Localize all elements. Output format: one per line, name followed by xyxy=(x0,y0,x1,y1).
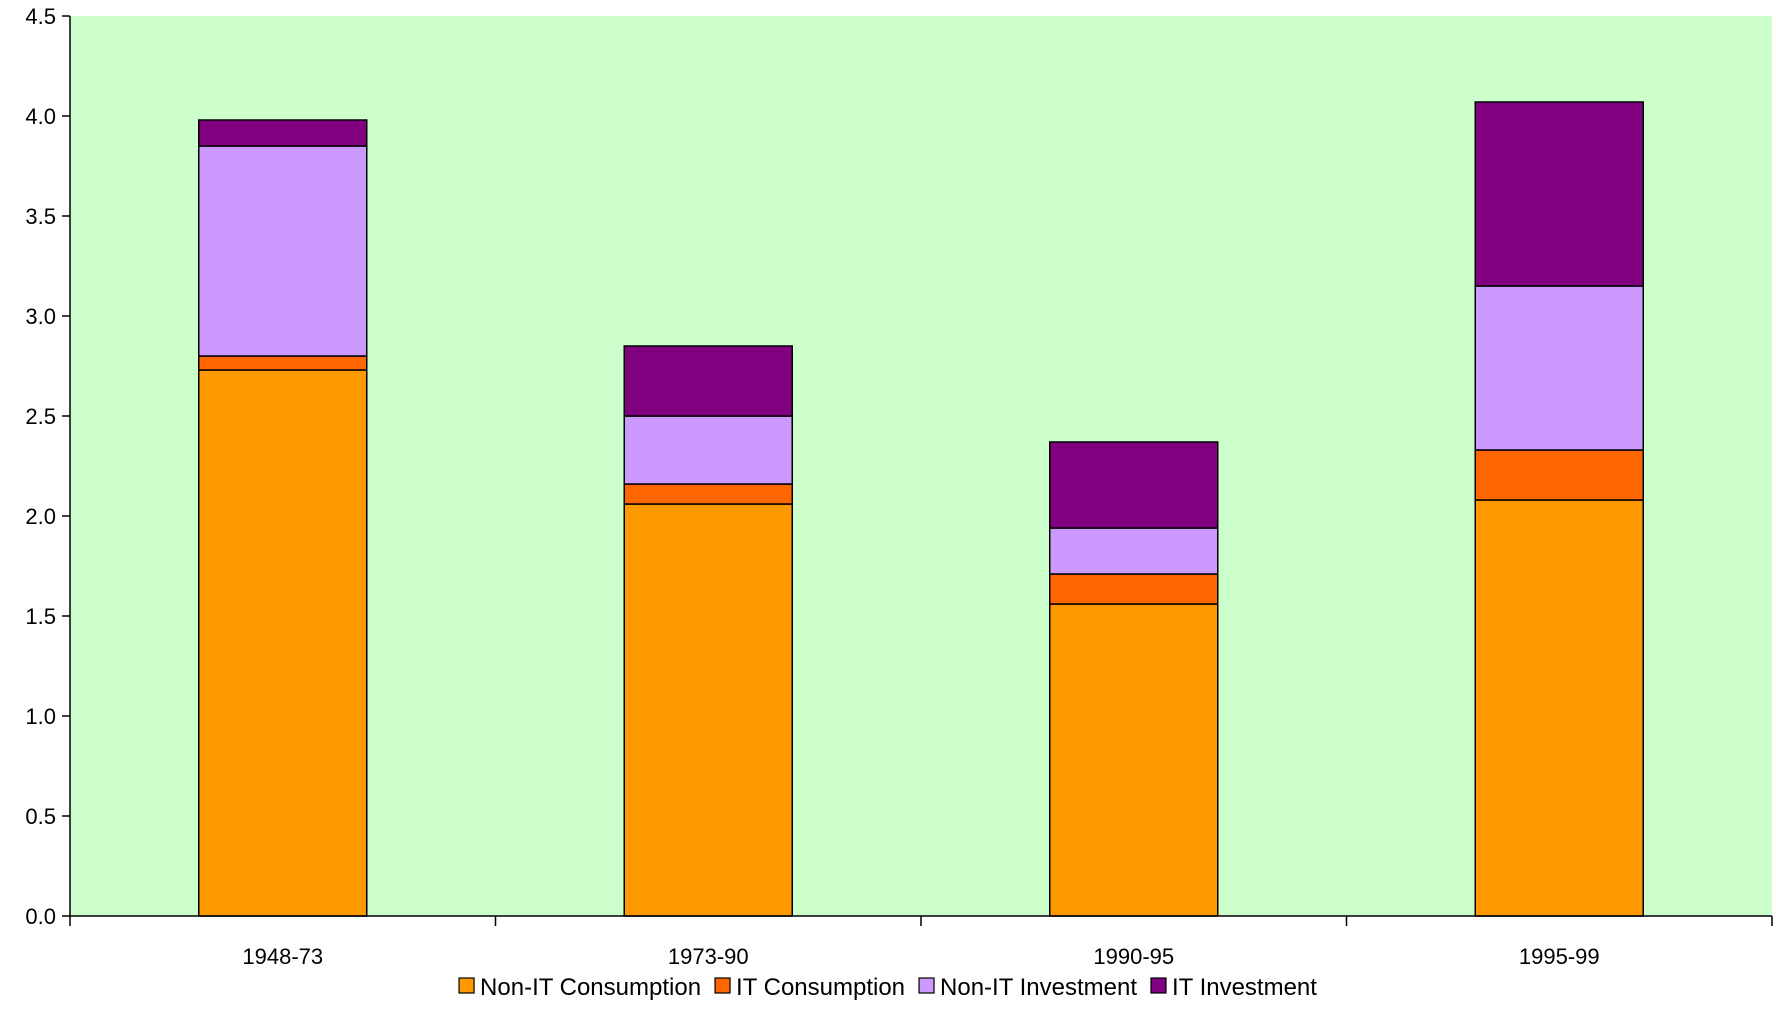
bar-segment-1-3 xyxy=(1049,603,1219,917)
y-tick-label-3: 1.0 xyxy=(25,704,56,729)
y-tick-label-7: 3.0 xyxy=(25,304,56,329)
bar-segment-2-4 xyxy=(1474,449,1644,501)
x-category-label-3: 1990-95 xyxy=(1093,944,1174,969)
y-tick-label-10: 4.5 xyxy=(25,4,56,29)
y-tick-label-9: 4.0 xyxy=(25,104,56,129)
legend-swatch-3 xyxy=(918,977,935,994)
y-tick-label-2: 0.5 xyxy=(25,804,56,829)
legend-label-2: IT Consumption xyxy=(736,974,905,1001)
tick-labels-layer: 0.0 0.5 1.0 1.5 2.0 2.5 3.0 3.5 4.0 4.5 1948-73 197… xyxy=(25,4,1599,969)
bar-segment-3-2 xyxy=(623,415,793,485)
bar-segment-2-2 xyxy=(623,483,793,505)
bar-segment-1-1 xyxy=(198,369,368,917)
y-tick-label-6: 2.5 xyxy=(25,404,56,429)
axes-layer xyxy=(62,15,1773,926)
legend-label-4: IT Investment xyxy=(1172,974,1317,1001)
bar-segment-2-1 xyxy=(198,355,368,371)
y-tick-label-8: 3.5 xyxy=(25,204,56,229)
bar-segment-4-1 xyxy=(198,119,368,147)
legend-label-1: Non-IT Consumption xyxy=(480,974,701,1001)
y-tick-label-5: 2.0 xyxy=(25,504,56,529)
x-category-label-2: 1973-90 xyxy=(668,944,749,969)
bar-segment-4-3 xyxy=(1049,441,1219,529)
x-category-label-1: 1948-73 xyxy=(242,944,323,969)
bar-segment-3-3 xyxy=(1049,527,1219,575)
legend: Non-IT Consumption IT Consumption Non-IT I… xyxy=(458,974,1317,1001)
y-tick-label-4: 1.5 xyxy=(25,604,56,629)
bar-segment-1-2 xyxy=(623,503,793,917)
bar-segment-4-4 xyxy=(1474,101,1644,287)
bars-layer xyxy=(198,101,1644,917)
legend-swatch-4 xyxy=(1150,977,1167,994)
legend-swatch-2 xyxy=(714,977,731,994)
bar-segment-2-3 xyxy=(1049,573,1219,605)
bar-segment-1-4 xyxy=(1474,499,1644,917)
bar-segment-3-4 xyxy=(1474,285,1644,451)
x-category-label-4: 1995-99 xyxy=(1519,944,1600,969)
legend-label-3: Non-IT Investment xyxy=(940,974,1137,1001)
y-tick-label-1: 0.0 xyxy=(25,904,56,929)
legend-swatch-1 xyxy=(458,977,475,994)
bar-segment-3-1 xyxy=(198,145,368,357)
bar-segment-4-2 xyxy=(623,345,793,417)
